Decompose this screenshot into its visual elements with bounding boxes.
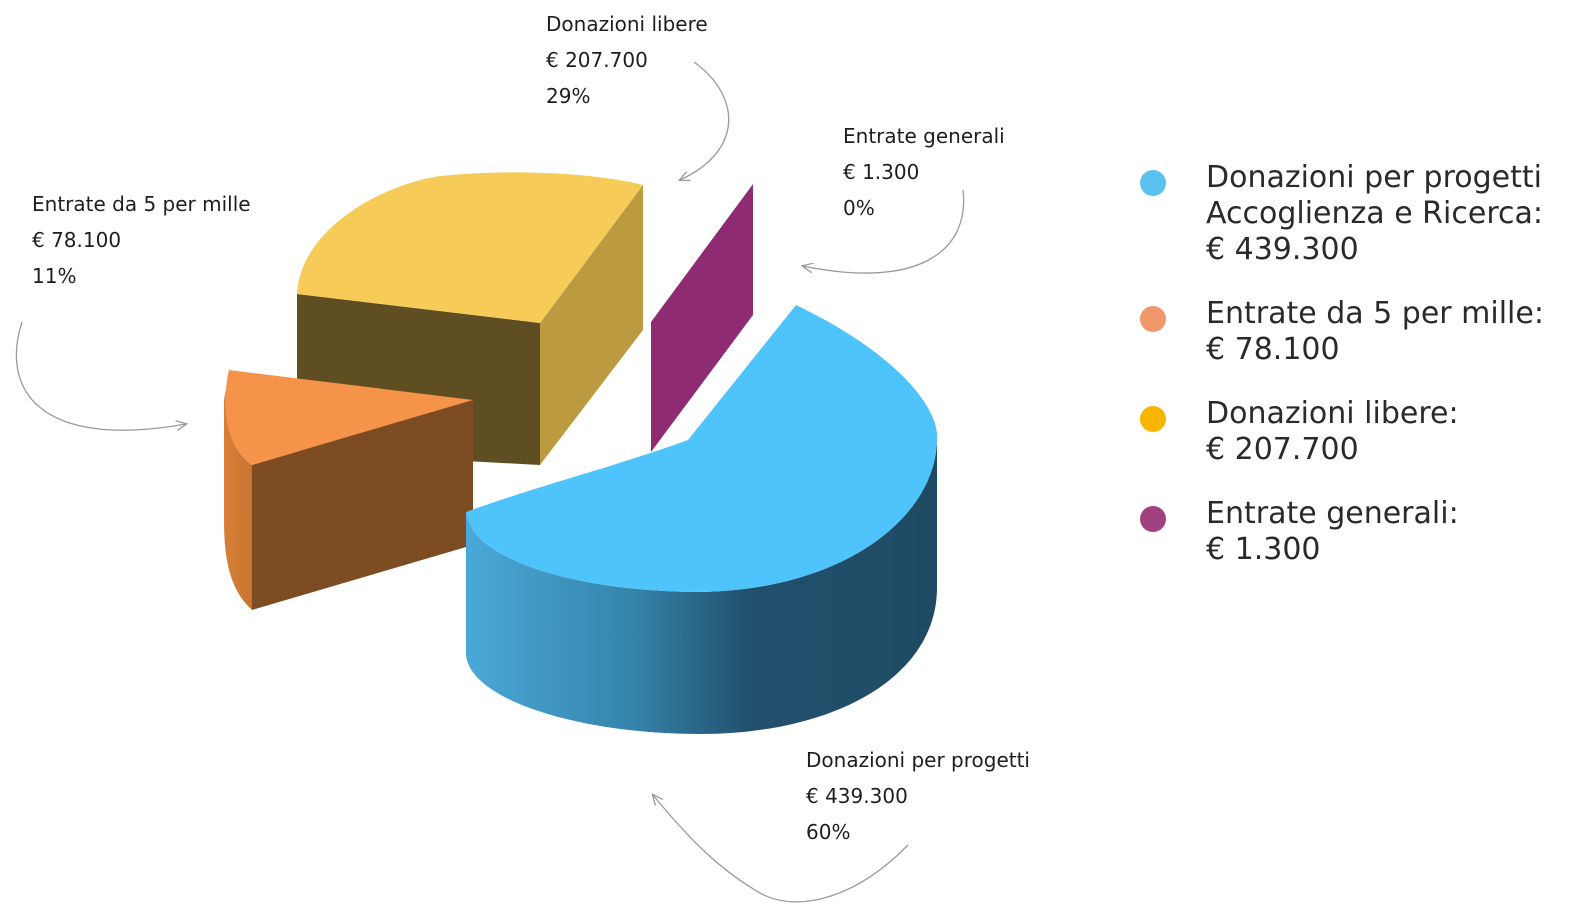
slice-5x1000-top [225, 370, 473, 465]
legend-item-donazioni-progetti: Donazioni per progetti Accoglienza e Ric… [1140, 160, 1580, 268]
callout-percent: 11% [32, 264, 77, 288]
legend-line: Accoglienza e Ricerca: [1206, 196, 1543, 231]
legend-line: € 1.300 [1206, 532, 1321, 567]
legend-item-entrate-generali: Entrate generali: € 1.300 [1140, 496, 1580, 568]
callout-arrow-liberi [680, 61, 730, 180]
legend-line: € 78.100 [1206, 332, 1340, 367]
legend-dot [1140, 306, 1166, 332]
legend-item-donazioni-libere: Donazioni libere: € 207.700 [1140, 396, 1580, 468]
callout-percent: 60% [806, 820, 851, 844]
legend-line: Entrate da 5 per mille: [1206, 296, 1544, 331]
slice-donazioni-progetti [466, 305, 938, 734]
legend-line: Donazioni libere: [1206, 396, 1459, 431]
callout-arrow-5x1000 [15, 321, 186, 431]
callout-name: Donazioni per progetti [806, 748, 1030, 772]
legend-item-5x1000: Entrate da 5 per mille: € 78.100 [1140, 296, 1580, 368]
callout-donazioni-progetti: Donazioni per progetti € 439.300 60% [806, 742, 1030, 850]
legend-dot [1140, 170, 1166, 196]
legend-line: € 207.700 [1206, 432, 1359, 467]
callout-name: Entrate da 5 per mille [32, 192, 251, 216]
slice-donazioni-libere-top [297, 172, 643, 323]
legend-dot [1140, 506, 1166, 532]
callout-arrow-progetti [653, 795, 909, 903]
callout-percent: 29% [546, 84, 591, 108]
callout-value: € 78.100 [32, 228, 122, 252]
callout-value: € 439.300 [806, 784, 908, 808]
legend-line: Donazioni per progetti [1206, 160, 1542, 195]
legend-line: Entrate generali: [1206, 496, 1459, 531]
slice-entrate-generali-face [651, 184, 753, 452]
slice-entrate-generali [651, 184, 753, 452]
callout-5x1000: Entrate da 5 per mille € 78.100 11% [32, 186, 251, 294]
legend-line: € 439.300 [1206, 232, 1359, 267]
legend-dot [1140, 406, 1166, 432]
callout-value: € 1.300 [843, 160, 920, 184]
slice-donazioni-progetti-top [466, 305, 938, 592]
slice-donazioni-progetti-side [466, 440, 937, 734]
legend: Donazioni per progetti Accoglienza e Ric… [1140, 160, 1580, 596]
callout-value: € 207.700 [546, 48, 648, 72]
callout-entrate-generali: Entrate generali € 1.300 0% [843, 118, 1005, 226]
slice-donazioni-libere-side-face [540, 185, 643, 465]
callout-name: Entrate generali [843, 124, 1005, 148]
slice-5x1000-front-face [252, 400, 473, 610]
callout-name: Donazioni libere [546, 12, 708, 36]
callout-donazioni-libere: Donazioni libere € 207.700 29% [546, 6, 708, 114]
slice-5x1000-outer-side [224, 370, 252, 610]
callout-arrow-generali [803, 189, 965, 274]
callout-percent: 0% [843, 196, 875, 220]
slice-5x1000 [224, 370, 473, 610]
